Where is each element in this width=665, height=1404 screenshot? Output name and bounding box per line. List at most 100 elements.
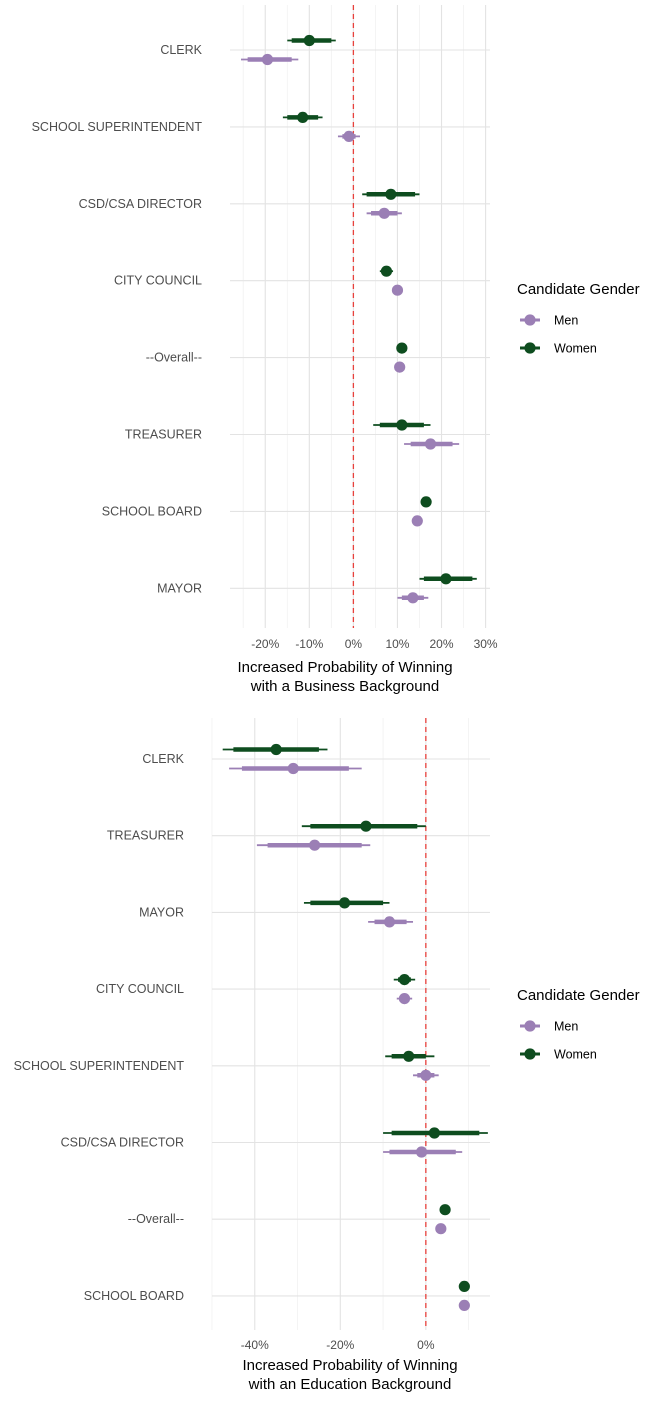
point-estimate bbox=[378, 207, 390, 219]
women-estimate-school-superintendent bbox=[385, 1050, 435, 1062]
point-estimate bbox=[411, 515, 423, 527]
men-estimate-mayor bbox=[368, 916, 414, 928]
category-label-school-superintendent: SCHOOL SUPERINTENDENT bbox=[32, 120, 203, 134]
education-background-panel: CLERK TREASURER MAYOR CITY COUNCIL SCHOOL SU… bbox=[14, 718, 640, 1393]
point-estimate bbox=[391, 284, 404, 296]
business-x-axis-label-line2: with a Business Background bbox=[250, 678, 439, 695]
men-estimate-city-council bbox=[391, 284, 404, 296]
category-label-overall: --Overall-- bbox=[146, 351, 202, 365]
point-estimate bbox=[403, 1050, 415, 1062]
women-estimate-clerk bbox=[222, 743, 328, 756]
legend-label-women: Women bbox=[554, 342, 597, 356]
legend-key-men: Men bbox=[520, 1020, 578, 1034]
education-legend-keys: Men Women bbox=[520, 1020, 597, 1062]
legend-label-women: Women bbox=[554, 1048, 597, 1062]
women-estimate-school-superintendent bbox=[282, 111, 323, 123]
men-estimate-city-council bbox=[396, 993, 413, 1005]
x-tick-label: -20% bbox=[251, 637, 279, 651]
point-estimate bbox=[338, 897, 351, 909]
x-tick-label: 20% bbox=[430, 637, 454, 651]
point-estimate bbox=[458, 1280, 470, 1292]
point-estimate bbox=[424, 438, 437, 450]
point-estimate bbox=[394, 361, 406, 373]
point-estimate bbox=[407, 592, 419, 604]
women-estimate-overall bbox=[439, 1204, 451, 1216]
category-label-school-board: SCHOOL BOARD bbox=[84, 1289, 184, 1303]
legend-label-men: Men bbox=[554, 1020, 578, 1034]
business-legend: Candidate Gender Men Women bbox=[517, 281, 640, 356]
business-category-labels: CLERK SCHOOL SUPERINTENDENT CSD/CSA DIRECT… bbox=[32, 43, 203, 595]
legend-dot-women bbox=[524, 342, 536, 354]
category-label-city-council: CITY COUNCIL bbox=[96, 982, 184, 996]
point-estimate bbox=[439, 1204, 451, 1216]
women-estimate-csd-csa-director bbox=[362, 188, 420, 200]
education-legend-title: Candidate Gender bbox=[517, 987, 640, 1004]
point-estimate bbox=[380, 265, 393, 277]
point-estimate bbox=[440, 573, 452, 585]
business-legend-keys: Men Women bbox=[520, 314, 597, 356]
men-estimate-overall bbox=[394, 361, 406, 373]
men-estimate-school-superintendent bbox=[337, 130, 360, 142]
women-estimate-city-council bbox=[393, 974, 416, 986]
business-x-axis-label-line1: Increased Probability of Winning bbox=[237, 659, 452, 676]
women-estimate-mayor bbox=[419, 573, 477, 585]
point-estimate bbox=[396, 419, 408, 431]
point-estimate bbox=[420, 496, 432, 508]
women-estimate-city-council bbox=[379, 265, 394, 277]
point-estimate bbox=[415, 1146, 428, 1158]
point-estimate bbox=[428, 1127, 440, 1139]
education-x-axis-label-line1: Increased Probability of Winning bbox=[242, 1357, 457, 1374]
category-label-clerk: CLERK bbox=[142, 752, 184, 766]
education-legend: Candidate Gender Men Women bbox=[517, 987, 640, 1062]
men-estimate-clerk bbox=[241, 53, 299, 66]
x-tick-label: 0% bbox=[417, 1338, 435, 1352]
point-estimate bbox=[396, 342, 408, 354]
category-label-treasurer: TREASURER bbox=[125, 428, 202, 442]
point-estimate bbox=[343, 130, 355, 142]
x-tick-label: -10% bbox=[295, 637, 323, 651]
business-gridlines bbox=[230, 5, 490, 628]
legend-label-men: Men bbox=[554, 314, 578, 328]
x-tick-label: 10% bbox=[385, 637, 409, 651]
point-estimate bbox=[287, 762, 299, 775]
men-estimate-school-superintendent bbox=[413, 1069, 439, 1081]
education-x-axis-label-line2: with an Education Background bbox=[248, 1376, 452, 1393]
category-label-mayor: MAYOR bbox=[157, 581, 202, 595]
category-label-mayor: MAYOR bbox=[139, 905, 184, 919]
category-label-treasurer: TREASURER bbox=[107, 829, 184, 843]
point-estimate bbox=[458, 1299, 470, 1311]
category-label-school-superintendent: SCHOOL SUPERINTENDENT bbox=[14, 1059, 185, 1073]
x-tick-label: 30% bbox=[474, 637, 498, 651]
point-estimate bbox=[303, 34, 315, 47]
women-estimate-overall bbox=[396, 342, 408, 354]
men-estimate-school-board bbox=[458, 1299, 470, 1311]
men-estimate-overall bbox=[435, 1223, 447, 1235]
men-estimate-treasurer bbox=[404, 438, 460, 450]
men-estimate-school-board bbox=[411, 515, 423, 527]
legend-key-women: Women bbox=[520, 1048, 597, 1062]
women-estimate-school-board bbox=[458, 1280, 470, 1292]
category-label-csd-csa-director: CSD/CSA DIRECTOR bbox=[79, 197, 202, 211]
education-x-tick-labels: -40% -20% 0% bbox=[241, 1338, 435, 1352]
category-label-clerk: CLERK bbox=[160, 43, 202, 57]
x-tick-label: -40% bbox=[241, 1338, 269, 1352]
point-estimate bbox=[420, 1069, 432, 1081]
business-legend-title: Candidate Gender bbox=[517, 281, 640, 298]
men-estimate-clerk bbox=[229, 762, 362, 775]
women-estimate-clerk bbox=[287, 34, 336, 47]
men-estimate-csd-csa-director bbox=[366, 207, 402, 219]
point-estimate bbox=[435, 1223, 447, 1235]
point-estimate bbox=[385, 188, 397, 200]
women-estimate-mayor bbox=[303, 897, 390, 909]
category-label-csd-csa-director: CSD/CSA DIRECTOR bbox=[61, 1136, 184, 1150]
category-label-school-board: SCHOOL BOARD bbox=[102, 504, 202, 518]
point-estimate bbox=[270, 743, 282, 756]
business-estimate-marks bbox=[241, 34, 477, 604]
point-estimate bbox=[297, 111, 309, 123]
education-estimate-marks bbox=[222, 743, 488, 1311]
men-estimate-mayor bbox=[397, 592, 429, 604]
education-gridlines bbox=[211, 718, 490, 1330]
x-tick-label: 0% bbox=[345, 637, 363, 651]
point-estimate bbox=[360, 820, 372, 832]
